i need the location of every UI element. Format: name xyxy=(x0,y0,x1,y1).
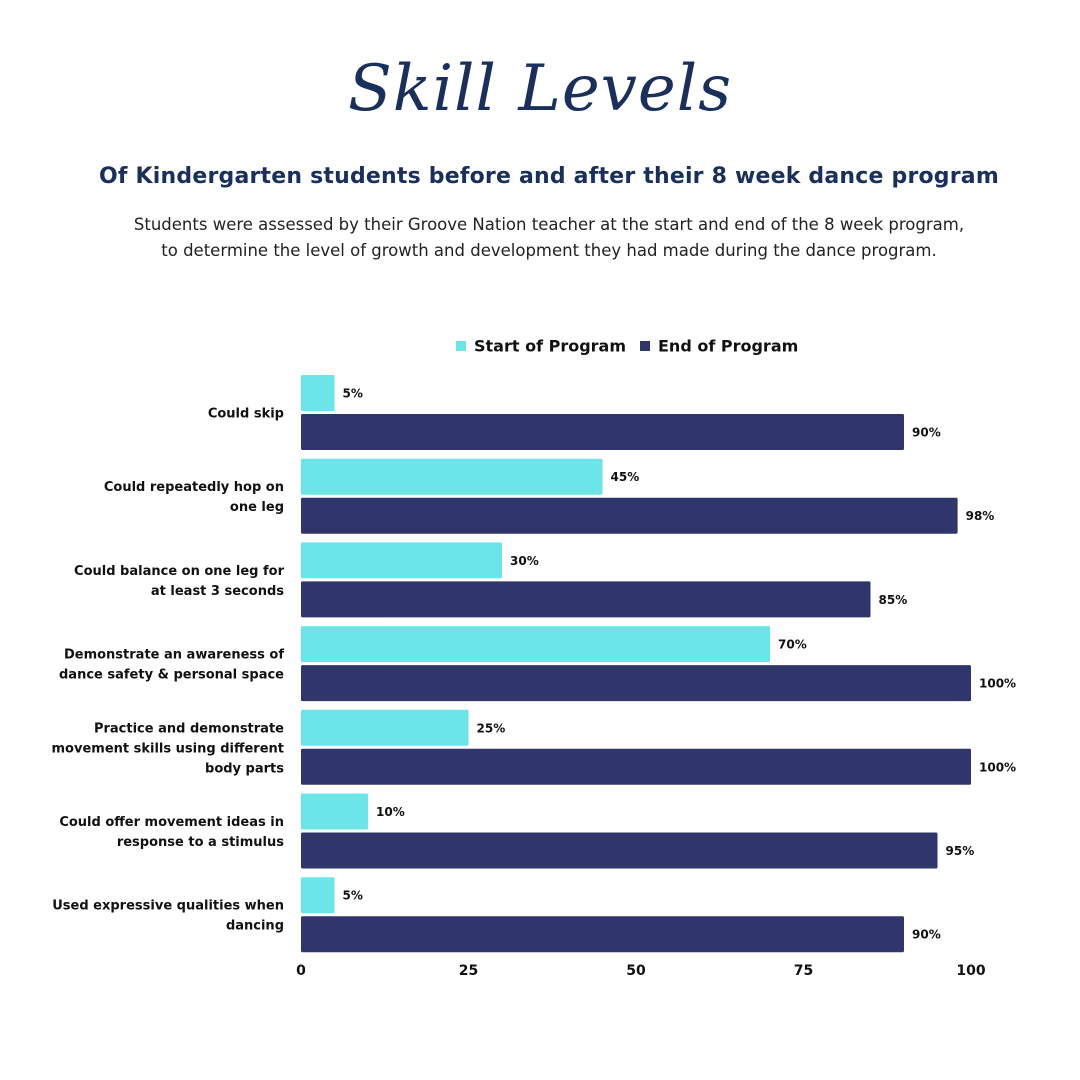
x-tick-label-0: 0 xyxy=(296,963,306,979)
data-label-end-1: 90% xyxy=(912,426,941,440)
data-label-start-7: 5% xyxy=(343,889,363,903)
chart-subtitle: Of Kindergarten students before and afte… xyxy=(99,164,999,189)
category-label-7-line-1: Used expressive qualities when xyxy=(52,899,284,914)
category-label-5-line-1: Practice and demonstrate xyxy=(94,721,284,736)
bar-start-4 xyxy=(301,626,770,663)
description-line-2: to determine the level of growth and dev… xyxy=(161,241,937,260)
category-label-2-line-2: one leg xyxy=(230,500,284,515)
data-label-start-5: 25% xyxy=(477,721,506,735)
chart-description: Students were assessed by their Groove N… xyxy=(0,212,1080,264)
category-label-3-line-2: at least 3 seconds xyxy=(151,584,284,599)
bar-start-7 xyxy=(301,877,335,914)
data-label-start-6: 10% xyxy=(376,805,405,819)
legend-swatch-start xyxy=(456,341,466,351)
bar-start-5 xyxy=(301,709,469,746)
category-label-5-line-3: body parts xyxy=(205,761,284,776)
data-label-start-3: 30% xyxy=(510,554,539,568)
bar-end-2 xyxy=(301,497,958,534)
legend-label-start: Start of Program xyxy=(474,337,626,356)
data-label-end-2: 98% xyxy=(966,509,995,523)
bar-end-5 xyxy=(301,748,971,785)
x-tick-label-25: 25 xyxy=(459,963,478,979)
data-label-start-2: 45% xyxy=(611,470,640,484)
legend-swatch-end xyxy=(640,341,650,351)
data-label-end-7: 90% xyxy=(912,928,941,942)
category-label-6-line-1: Could offer movement ideas in xyxy=(59,815,284,830)
x-tick-label-100: 100 xyxy=(956,963,985,979)
bar-start-2 xyxy=(301,458,603,495)
legend-label-end: End of Program xyxy=(658,337,798,356)
bar-end-6 xyxy=(301,832,938,869)
bar-start-3 xyxy=(301,542,502,579)
bar-end-7 xyxy=(301,916,904,953)
data-label-end-5: 100% xyxy=(979,760,1016,774)
data-label-end-4: 100% xyxy=(979,677,1016,691)
category-label-4-line-1: Demonstrate an awareness of xyxy=(64,648,284,663)
bar-end-3 xyxy=(301,581,871,618)
category-label-7-line-2: dancing xyxy=(226,919,284,934)
x-tick-label-75: 75 xyxy=(794,963,813,979)
category-label-2-line-1: Could repeatedly hop on xyxy=(104,480,284,495)
page-title: Skill Levels xyxy=(347,52,733,126)
bar-end-1 xyxy=(301,414,904,450)
data-label-start-4: 70% xyxy=(778,638,807,652)
description-line-1: Students were assessed by their Groove N… xyxy=(133,215,965,234)
data-label-start-1: 5% xyxy=(343,387,363,401)
data-label-end-3: 85% xyxy=(879,593,908,607)
bar-end-4 xyxy=(301,665,971,702)
category-label-6-line-2: response to a stimulus xyxy=(117,835,284,850)
category-label-1-line-1: Could skip xyxy=(208,407,284,422)
category-label-5-line-2: movement skills using different xyxy=(52,741,284,756)
bar-start-1 xyxy=(301,375,335,411)
x-tick-label-50: 50 xyxy=(626,963,646,979)
bar-start-6 xyxy=(301,793,368,830)
category-label-3-line-1: Could balance on one leg for xyxy=(74,564,285,579)
category-label-4-line-2: dance safety & personal space xyxy=(59,668,284,683)
data-label-end-6: 95% xyxy=(946,844,975,858)
